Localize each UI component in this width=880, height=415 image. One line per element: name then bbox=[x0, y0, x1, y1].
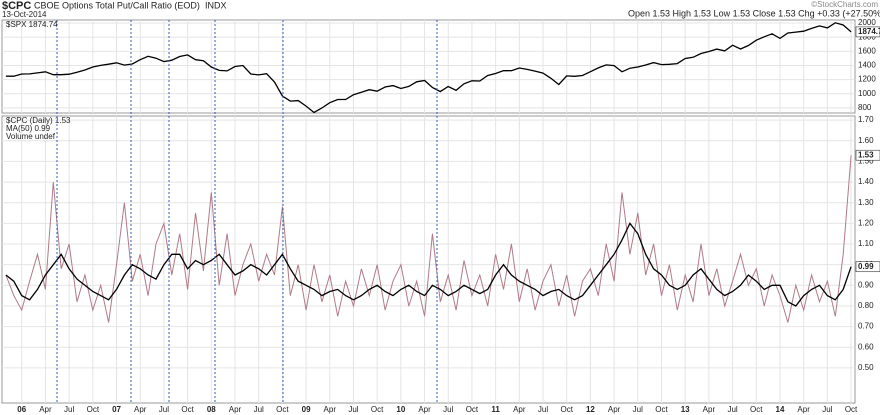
series-line bbox=[5, 155, 852, 323]
x-tick-label: Oct bbox=[750, 405, 763, 414]
y-tick-label: 2000 bbox=[858, 18, 876, 27]
y-tick-label: 800 bbox=[858, 103, 872, 112]
x-tick-label: 14 bbox=[776, 405, 785, 414]
x-tick-label: Jul bbox=[538, 405, 548, 414]
y-tick-label: 0.70 bbox=[858, 322, 874, 331]
x-tick-label: Apr bbox=[229, 405, 242, 414]
x-tick-label: 08 bbox=[207, 405, 216, 414]
x-tick-label: Apr bbox=[39, 405, 52, 414]
y-tick-label: 0.90 bbox=[858, 280, 874, 289]
panel-frame bbox=[1, 115, 856, 404]
x-tick-label: Jul bbox=[822, 405, 832, 414]
x-tick-label: Oct bbox=[560, 405, 573, 414]
chart-subtitle: CBOE Options Total Put/Call Ratio (EOD) bbox=[34, 0, 200, 10]
x-tick-label: 07 bbox=[112, 405, 121, 414]
x-tick-label: Apr bbox=[513, 405, 526, 414]
y-tick-label: 1.10 bbox=[858, 239, 874, 248]
event-markers bbox=[56, 20, 438, 403]
x-tick-label: 13 bbox=[681, 405, 690, 414]
x-tick-label: Apr bbox=[703, 405, 716, 414]
x-tick-label: Oct bbox=[466, 405, 479, 414]
y-tick-label: 1.20 bbox=[858, 218, 874, 227]
last-value-label: 1.53 bbox=[858, 150, 874, 159]
x-tick-label: Oct bbox=[181, 405, 194, 414]
y-tick-label: 1.40 bbox=[858, 177, 874, 186]
x-tick-label: 10 bbox=[396, 405, 405, 414]
x-tick-label: Apr bbox=[608, 405, 621, 414]
x-tick-label: Oct bbox=[371, 405, 384, 414]
y-tick-label: 1200 bbox=[858, 75, 876, 84]
y-tick-label: 1.50 bbox=[858, 157, 874, 166]
legend-entry: MA(50) 0.99 bbox=[6, 124, 51, 133]
last-value-tag bbox=[855, 261, 880, 273]
chart-title: $CPC bbox=[2, 0, 31, 12]
y-tick-label: 1.60 bbox=[858, 136, 874, 145]
x-tick-label: 12 bbox=[586, 405, 595, 414]
x-tick-label: Oct bbox=[276, 405, 289, 414]
x-tick-label: Oct bbox=[655, 405, 668, 414]
credit: ©StockCharts.com bbox=[811, 0, 878, 9]
x-tick-label: Jul bbox=[64, 405, 74, 414]
y-tick-label: 1.70 bbox=[858, 115, 874, 124]
last-value-tag bbox=[855, 26, 880, 38]
legend-entry: $SPX 1874.74 bbox=[6, 20, 58, 29]
y-tick-label: 1400 bbox=[858, 61, 876, 70]
x-tick-label: 11 bbox=[491, 405, 500, 414]
x-tick-label: Apr bbox=[134, 405, 147, 414]
series-line bbox=[5, 22, 852, 114]
y-tick-label: 1.30 bbox=[858, 198, 874, 207]
x-tick-label: 09 bbox=[302, 405, 311, 414]
legend-entry: $CPC (Daily) 1.53 bbox=[6, 116, 71, 125]
x-tick-label: Apr bbox=[324, 405, 337, 414]
last-value-tag bbox=[855, 149, 880, 161]
x-tick-label: Jul bbox=[727, 405, 737, 414]
x-tick-label: Jul bbox=[348, 405, 358, 414]
x-tick-label: 06 bbox=[17, 405, 26, 414]
last-value-label: 0.99 bbox=[858, 262, 874, 271]
x-tick-label: Jul bbox=[159, 405, 169, 414]
last-value-label: 1874.7 bbox=[858, 27, 880, 36]
x-tick-label: Oct bbox=[87, 405, 100, 414]
y-tick-label: 0.60 bbox=[858, 342, 874, 351]
y-tick-label: 0.50 bbox=[858, 363, 874, 372]
series-line bbox=[5, 222, 852, 307]
x-tick-label: Jul bbox=[254, 405, 264, 414]
chart-date: 13-Oct-2014 bbox=[2, 10, 47, 19]
quote: Open 1.53 High 1.53 Low 1.53 Close 1.53 … bbox=[628, 8, 880, 18]
exchange: INDX bbox=[205, 0, 227, 10]
legend-entry: Volume undef bbox=[6, 132, 56, 141]
panel-frame bbox=[1, 19, 856, 114]
y-tick-label: 0.80 bbox=[858, 301, 874, 310]
y-tick-label: 1000 bbox=[858, 89, 876, 98]
x-tick-label: Apr bbox=[418, 405, 431, 414]
x-tick-label: Apr bbox=[797, 405, 810, 414]
y-tick-label: 1600 bbox=[858, 46, 876, 55]
x-tick-label: Jul bbox=[633, 405, 643, 414]
x-tick-label: Oct bbox=[845, 405, 858, 414]
x-tick-label: Jul bbox=[443, 405, 453, 414]
